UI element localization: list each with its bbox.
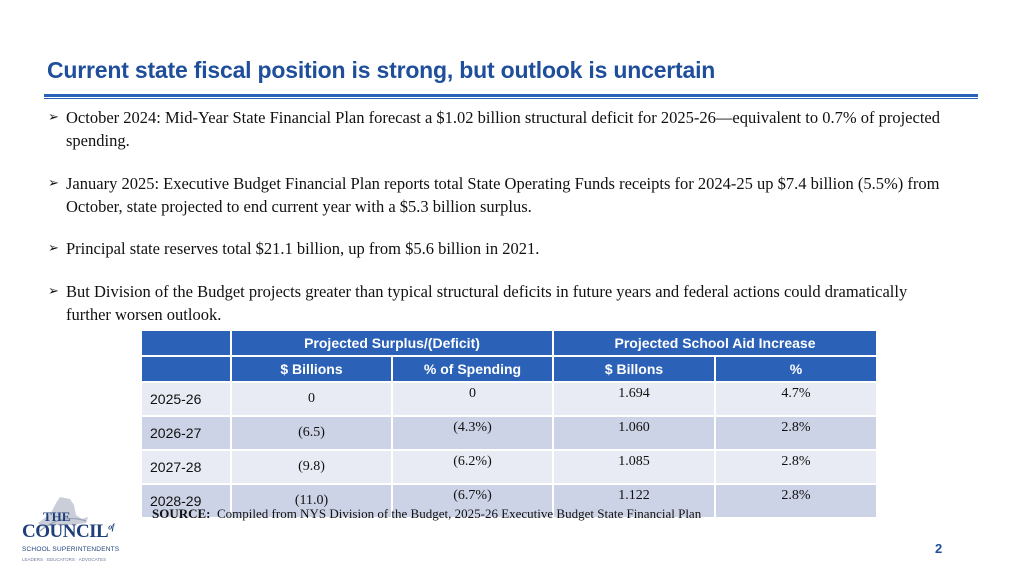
surplus-cell: (11.0) [230, 483, 393, 519]
source-note: SOURCE: Compiled from NYS Division of th… [152, 506, 701, 522]
arrow-bullet-icon: ➢ [48, 110, 59, 125]
table-row: 2025-26 0 0 1.694 4.7% [140, 381, 878, 417]
table-corner-cell [140, 355, 232, 383]
surplus-cell: 0 [230, 381, 393, 417]
bullet-text: Principal state reserves total $21.1 bil… [66, 239, 540, 258]
title-rule-thin [44, 98, 978, 99]
aid-cell: 1.694 [552, 381, 716, 417]
group-header-school-aid: Projected School Aid Increase [552, 329, 878, 357]
bullet-item: ➢ October 2024: Mid-Year State Financial… [48, 106, 948, 152]
bullet-text: January 2025: Executive Budget Financial… [66, 174, 940, 216]
council-logo: THE COUNCILof SCHOOL SUPERINTENDENTS LEA… [22, 495, 122, 567]
aid-pct-cell: 2.8% [714, 415, 878, 451]
source-text: Compiled from NYS Division of the Budget… [217, 506, 702, 521]
arrow-bullet-icon: ➢ [48, 284, 59, 299]
fiscal-table: Projected Surplus/(Deficit) Projected Sc… [140, 329, 878, 519]
state-outline-icon [38, 497, 88, 532]
surplus-cell: (6.5) [230, 415, 393, 451]
arrow-bullet-icon: ➢ [48, 176, 59, 191]
subheader-aid-billions: $ Billons [552, 355, 716, 383]
logo-superintendents: SCHOOL SUPERINTENDENTS [22, 546, 120, 553]
pct-spending-cell: (6.2%) [391, 449, 554, 485]
subheader-pct-spending: % of Spending [391, 355, 554, 383]
table-row: 2027-28 (9.8) (6.2%) 1.085 2.8% [140, 449, 878, 485]
pct-spending-cell: (6.7%) [391, 483, 554, 519]
logo-tagline: LEADERS · EDUCATORS · ADVOCATES [22, 557, 107, 562]
aid-pct-cell: 2.8% [714, 449, 878, 485]
title-rule-thick [44, 94, 978, 97]
aid-cell: 1.085 [552, 449, 716, 485]
aid-cell: 1.122 [552, 483, 716, 519]
table-row: 2028-29 (11.0) (6.7%) 1.122 2.8% [140, 483, 878, 519]
page-number: 2 [935, 541, 943, 556]
year-cell: 2026-27 [140, 415, 232, 451]
arrow-bullet-icon: ➢ [48, 241, 59, 256]
aid-cell: 1.060 [552, 415, 716, 451]
source-label: SOURCE: [152, 506, 211, 521]
logo-of: of [108, 522, 114, 532]
slide-title: Current state fiscal position is strong,… [47, 57, 716, 83]
bullet-text: But Division of the Budget projects grea… [66, 282, 908, 324]
subheader-billions: $ Billions [230, 355, 393, 383]
group-header-surplus: Projected Surplus/(Deficit) [230, 329, 554, 357]
table-row: 2026-27 (6.5) (4.3%) 1.060 2.8% [140, 415, 878, 451]
bullet-item: ➢ January 2025: Executive Budget Financi… [48, 172, 948, 218]
year-cell: 2028-29 [140, 483, 232, 519]
aid-pct-cell: 4.7% [714, 381, 878, 417]
year-cell: 2027-28 [140, 449, 232, 485]
logo-council: COUNCILof [22, 521, 114, 543]
bullet-item: ➢ Principal state reserves total $21.1 b… [48, 237, 948, 260]
aid-pct-cell: 2.8% [714, 483, 878, 519]
table-corner-cell [140, 329, 232, 357]
logo-the: THE [43, 509, 71, 524]
pct-spending-cell: (4.3%) [391, 415, 554, 451]
subheader-aid-pct: % [714, 355, 878, 383]
bullet-item: ➢ But Division of the Budget projects gr… [48, 280, 948, 326]
logo-council-word: COUNCIL [22, 521, 109, 542]
bullet-text: October 2024: Mid-Year State Financial P… [66, 108, 940, 150]
year-cell: 2025-26 [140, 381, 232, 417]
pct-spending-cell: 0 [391, 381, 554, 417]
surplus-cell: (9.8) [230, 449, 393, 485]
